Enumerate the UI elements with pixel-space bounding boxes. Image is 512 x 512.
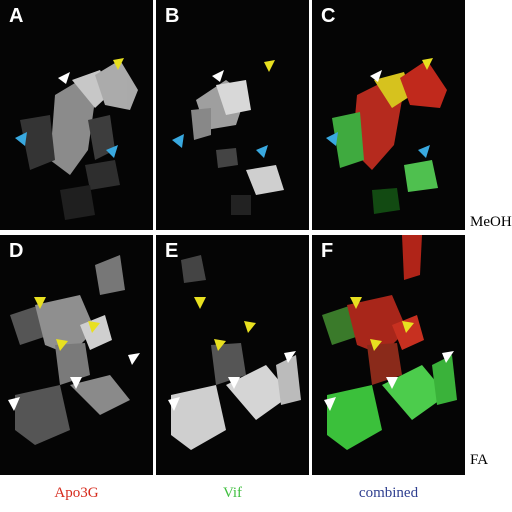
panel-letter-e: E xyxy=(165,240,179,262)
arrow-yellow-d2 xyxy=(88,321,100,333)
panel-c: C xyxy=(312,0,465,230)
arrow-white-d3 xyxy=(8,397,20,411)
arrow-white-f3 xyxy=(324,397,336,411)
arrow-white-d2 xyxy=(70,377,82,389)
arrow-white-a xyxy=(58,72,70,84)
column-label-vif: Vif xyxy=(222,485,243,501)
arrow-cyan-c2 xyxy=(418,145,430,158)
panel-d: D xyxy=(0,235,153,475)
arrow-cyan-b1 xyxy=(172,134,184,148)
panel-e-image xyxy=(168,255,301,450)
panel-letter-a: A xyxy=(9,5,24,27)
panel-f-image xyxy=(322,235,457,450)
panel-letter-c: C xyxy=(321,5,336,27)
panel-letter-b: B xyxy=(165,5,180,27)
arrow-white-c xyxy=(370,70,382,82)
arrow-yellow-e1 xyxy=(194,297,206,309)
arrow-cyan-a2 xyxy=(106,145,118,158)
arrow-yellow-e3 xyxy=(214,339,226,351)
panel-f: F xyxy=(312,235,465,475)
arrow-yellow-f2 xyxy=(402,321,414,333)
panel-a-image xyxy=(15,58,138,220)
panel-d-image xyxy=(8,255,140,445)
panel-letter-d: D xyxy=(9,240,24,262)
arrow-cyan-a1 xyxy=(15,132,27,146)
arrow-white-e2 xyxy=(228,377,240,389)
column-label-apo3g: Apo3G xyxy=(54,485,99,501)
panel-e: E xyxy=(156,235,309,475)
arrow-yellow-a xyxy=(113,58,124,70)
arrow-cyan-b2 xyxy=(256,145,268,158)
arrow-yellow-d3 xyxy=(56,339,68,351)
arrow-white-b xyxy=(212,70,224,82)
panel-letter-f: F xyxy=(321,240,334,262)
arrow-yellow-e2 xyxy=(244,321,256,333)
arrow-yellow-c xyxy=(422,58,433,70)
column-label-combined: combined xyxy=(358,485,419,501)
arrow-white-d1 xyxy=(128,353,140,365)
arrow-white-f1 xyxy=(442,351,454,363)
row-label-meoh: MeOH xyxy=(470,214,512,230)
row-label-fa: FA xyxy=(470,452,489,468)
panel-a: A xyxy=(0,0,153,230)
arrow-yellow-f1 xyxy=(350,297,362,309)
panel-c-image xyxy=(326,58,447,214)
arrow-white-f2 xyxy=(386,377,398,389)
arrow-yellow-b xyxy=(264,60,275,72)
panel-b-image xyxy=(172,60,284,215)
panel-b: B xyxy=(156,0,309,230)
arrow-cyan-c1 xyxy=(326,132,338,146)
arrow-yellow-d1 xyxy=(34,297,46,309)
arrow-white-e3 xyxy=(168,397,180,411)
arrow-white-e1 xyxy=(284,351,296,363)
arrow-yellow-f3 xyxy=(370,339,382,351)
